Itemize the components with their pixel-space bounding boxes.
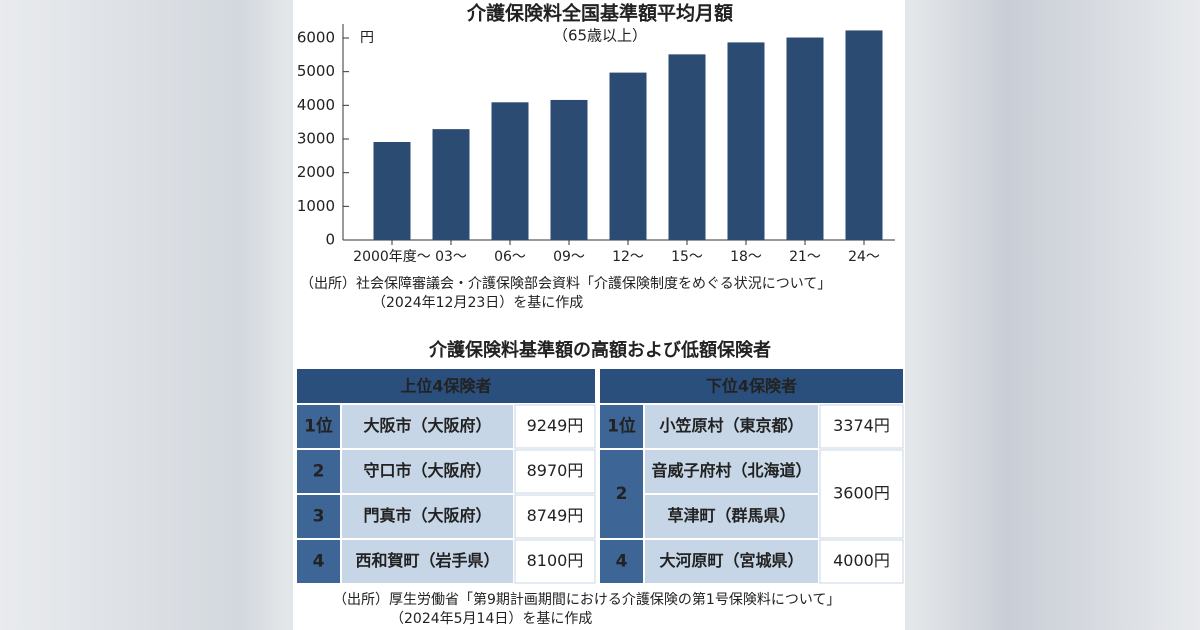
- chart-title: 介護保険料全国基準額平均月額: [466, 2, 733, 25]
- table-header: [297, 369, 595, 403]
- table-header: [600, 369, 903, 403]
- source-note: （2024年5月14日）を基に作成: [390, 610, 592, 627]
- rank-cell: [297, 495, 340, 538]
- rank-cell: [600, 540, 643, 583]
- bar: [786, 37, 824, 240]
- x-tick-label: 06〜: [494, 249, 526, 265]
- y-tick-label: 0: [325, 231, 335, 249]
- bar: [609, 72, 647, 240]
- x-tick-label: 12〜: [612, 249, 644, 265]
- name-cell: [342, 540, 513, 583]
- value-label: 3600円: [833, 484, 890, 503]
- source-note: （2024年12月23日）を基に作成: [372, 294, 583, 311]
- value-cell: [514, 539, 596, 584]
- x-tick-label: 24〜: [848, 249, 880, 265]
- header-label: 上位4保険者: [400, 377, 491, 396]
- y-tick-label: 3000: [297, 130, 335, 148]
- y-tick-label: 1000: [297, 197, 335, 215]
- rank-label: 4: [313, 552, 325, 572]
- value-label: 9249円: [527, 416, 584, 435]
- rank-cell: [600, 450, 643, 538]
- value-cell: [514, 404, 596, 449]
- rank-cell: [297, 540, 340, 583]
- value-cell: [819, 449, 904, 539]
- value-label: 3374円: [833, 416, 890, 435]
- value-label: 8970円: [527, 461, 584, 480]
- name-cell: [645, 405, 818, 448]
- x-tick-label: 09〜: [553, 249, 585, 265]
- bar: [727, 42, 765, 240]
- y-tick-label: 2000: [297, 163, 335, 181]
- name-cell: [645, 495, 818, 538]
- x-tick-label: 21〜: [789, 249, 821, 265]
- name-label: 大河原町（宮城県）: [659, 551, 803, 570]
- rank-cell: [297, 450, 340, 493]
- value-cell: [514, 494, 596, 539]
- value-cell: [819, 539, 904, 584]
- value-label: 4000円: [833, 551, 890, 570]
- value-label: 8100円: [527, 551, 584, 570]
- name-label: 門真市（大阪府）: [363, 506, 491, 525]
- x-tick-label: 18〜: [730, 249, 762, 265]
- name-label: 大阪市（大阪府）: [363, 416, 491, 435]
- y-tick-label: 6000: [297, 29, 335, 47]
- bar: [668, 54, 706, 240]
- bar: [845, 30, 883, 240]
- rank-label: 1位: [607, 416, 636, 437]
- value-cell: [514, 449, 596, 494]
- bar: [491, 102, 529, 240]
- x-tick-label: 03〜: [435, 249, 467, 265]
- name-label: 西和賀町（岩手県）: [355, 551, 499, 570]
- rank-label: 2: [616, 484, 628, 504]
- x-tick-label: 15〜: [671, 249, 703, 265]
- y-tick-label: 4000: [297, 96, 335, 114]
- name-label: 守口市（大阪府）: [363, 461, 491, 480]
- name-label: 音威子府村（北海道）: [651, 461, 811, 480]
- rank-label: 2: [313, 462, 325, 482]
- name-cell: [342, 405, 513, 448]
- name-label: 草津町（群馬県）: [667, 506, 795, 525]
- bar: [432, 129, 470, 240]
- unit-label: 円: [360, 30, 374, 46]
- chart-subtitle: （65歳以上）: [553, 27, 647, 45]
- table-title: 介護保険料基準額の高額および低額保険者: [428, 339, 771, 361]
- source-note: （出所）社会保障審議会・介護保険部会資料「介護保険制度をめぐる状況について」: [300, 275, 831, 292]
- rank-cell: [297, 405, 340, 448]
- bar: [373, 141, 411, 240]
- value-label: 8749円: [527, 506, 584, 525]
- header-label: 下位4保険者: [706, 377, 797, 396]
- rank-label: 4: [616, 552, 628, 572]
- source-note: （出所）厚生労働省「第9期計画期間における介護保険の第1号保険料について」: [333, 591, 840, 608]
- bar: [550, 99, 588, 241]
- name-cell: [342, 495, 513, 538]
- rank-cell: [600, 405, 643, 448]
- value-cell: [819, 404, 904, 449]
- rank-label: 3: [313, 507, 325, 527]
- name-label: 小笠原村（東京都）: [659, 416, 803, 435]
- name-cell: [645, 450, 818, 493]
- x-tick-label: 2000年度〜: [353, 249, 431, 265]
- name-cell: [342, 450, 513, 493]
- y-tick-label: 5000: [297, 62, 335, 80]
- rank-label: 1位: [304, 416, 333, 437]
- name-cell: [645, 540, 818, 583]
